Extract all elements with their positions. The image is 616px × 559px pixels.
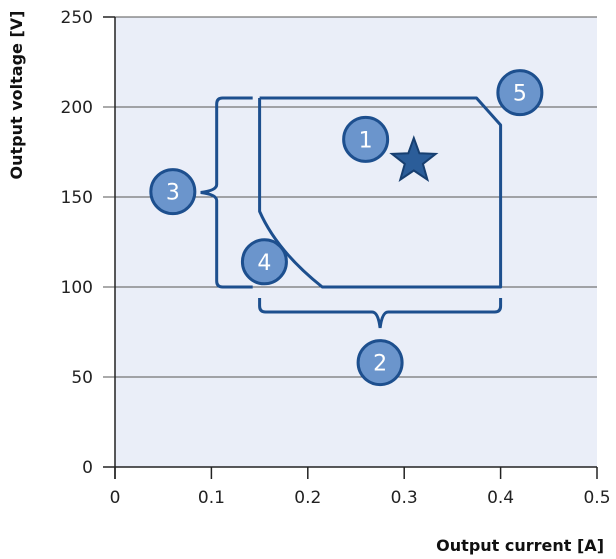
marker-label: 3 bbox=[166, 181, 180, 206]
marker-4: 4 bbox=[240, 238, 288, 286]
y-tick-label: 50 bbox=[71, 368, 93, 388]
x-tick-label: 0.2 bbox=[294, 488, 321, 508]
current-bracket bbox=[258, 298, 503, 329]
x-tick-labels: 0 0.1 0.2 0.3 0.4 0.5 bbox=[110, 488, 611, 508]
marker-1: 1 bbox=[342, 115, 390, 163]
x-tick-label: 0 bbox=[110, 488, 121, 508]
operating-region bbox=[258, 96, 503, 289]
x-tick-label: 0.5 bbox=[583, 488, 610, 508]
x-tick-label: 0.4 bbox=[487, 488, 514, 508]
marker-label: 2 bbox=[373, 352, 387, 377]
x-axis-title: Output current [A] bbox=[436, 536, 604, 555]
marker-label: 1 bbox=[359, 128, 373, 153]
marker-circle bbox=[149, 168, 197, 216]
y-tick-label: 250 bbox=[61, 8, 93, 28]
y-tick-label: 150 bbox=[61, 188, 93, 208]
marker-circle bbox=[356, 339, 404, 387]
operating-region-outline bbox=[258, 96, 503, 289]
voltage-bracket bbox=[200, 96, 253, 289]
axes bbox=[103, 16, 598, 479]
marker-2: 2 bbox=[356, 339, 404, 387]
operating-point-layer bbox=[389, 135, 439, 182]
marker-circle bbox=[342, 115, 390, 163]
marker-label: 4 bbox=[257, 251, 271, 276]
y-tick-label: 100 bbox=[61, 278, 93, 298]
marker-5: 5 bbox=[496, 69, 544, 117]
marker-label: 5 bbox=[513, 82, 527, 107]
y-tick-label: 200 bbox=[61, 98, 93, 118]
operating-point-star bbox=[389, 135, 439, 182]
markers: 1 2 3 4 5 bbox=[149, 69, 544, 387]
x-tick-label: 0.1 bbox=[198, 488, 225, 508]
marker-circle bbox=[240, 238, 288, 286]
marker-3: 3 bbox=[149, 168, 197, 216]
brackets bbox=[200, 96, 503, 329]
x-tick-label: 0.3 bbox=[391, 488, 418, 508]
y-axis-title: Output voltage [V] bbox=[7, 11, 26, 180]
y-tick-label: 0 bbox=[82, 458, 93, 478]
y-tick-labels: 0 50 100 150 200 250 bbox=[61, 8, 93, 478]
marker-circle bbox=[496, 69, 544, 117]
